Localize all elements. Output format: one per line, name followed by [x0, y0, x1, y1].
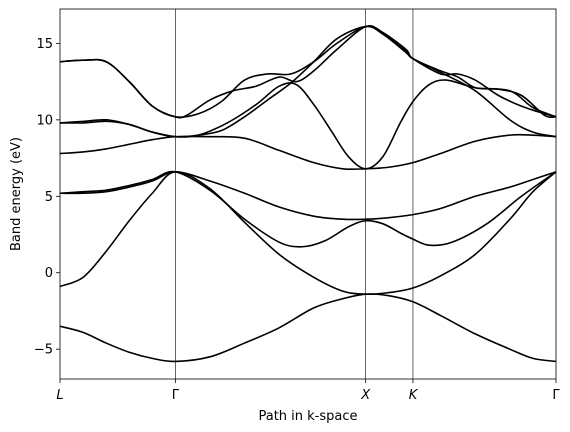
- band-lines: [59, 25, 557, 363]
- y-tick-label: 10: [36, 113, 53, 128]
- special-point-lines: [175, 9, 414, 379]
- band-1: [59, 293, 557, 363]
- y-tick-label: 5: [45, 190, 53, 205]
- x-tick-label-1: Γ: [172, 388, 180, 403]
- plot-area: −5 0 5 10 15 L Γ X K Γ: [34, 8, 560, 403]
- band-6: [59, 79, 557, 170]
- x-tick-label-4: Γ: [552, 388, 560, 403]
- y-tick-label: 0: [45, 266, 53, 281]
- y-tick-label: 15: [36, 37, 53, 52]
- band-8: [59, 25, 557, 119]
- x-axis-label: Path in k-space: [258, 409, 357, 424]
- band-9: [59, 25, 557, 119]
- band-5: [59, 133, 557, 171]
- y-axis-label: Band energy (eV): [9, 137, 24, 251]
- band-7: [59, 25, 557, 138]
- band-4: [59, 171, 557, 221]
- x-tick-label-3: K: [409, 388, 419, 403]
- x-tick-label-0: L: [56, 388, 63, 403]
- x-tick-label-2: X: [360, 388, 371, 403]
- y-axis-ticks: −5 0 5 10 15: [34, 37, 60, 358]
- band-3: [59, 170, 557, 248]
- band-2: [59, 171, 557, 295]
- y-tick-label: −5: [34, 343, 53, 358]
